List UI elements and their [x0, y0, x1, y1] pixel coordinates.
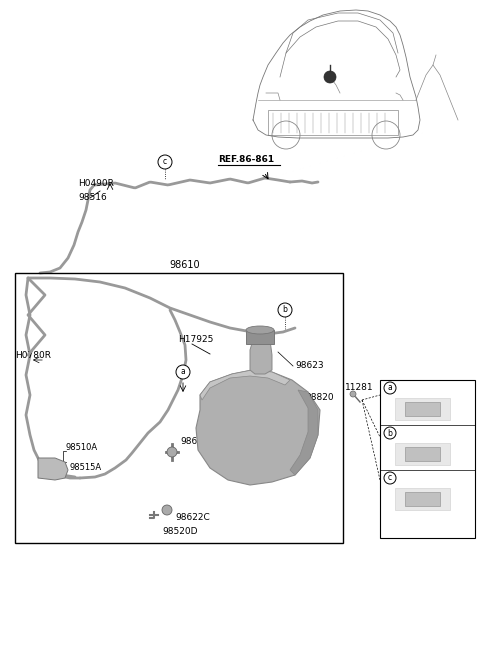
Polygon shape — [200, 370, 290, 400]
Circle shape — [176, 365, 190, 379]
Bar — [380, 380, 475, 538]
Text: H0490R: H0490R — [78, 179, 114, 187]
Text: a: a — [388, 384, 392, 392]
Circle shape — [162, 505, 172, 515]
Text: b: b — [283, 306, 288, 315]
Polygon shape — [290, 390, 318, 475]
Circle shape — [384, 427, 396, 439]
Text: 98520D: 98520D — [162, 528, 197, 537]
Bar — [405, 402, 440, 416]
Bar — [405, 447, 440, 461]
Circle shape — [350, 391, 356, 397]
Text: 98662B: 98662B — [400, 384, 438, 392]
Polygon shape — [250, 340, 272, 374]
Polygon shape — [196, 370, 320, 485]
Ellipse shape — [246, 326, 274, 334]
Bar — [15, 273, 343, 543]
Bar — [246, 330, 274, 344]
Text: 98516: 98516 — [78, 193, 107, 202]
Circle shape — [278, 303, 292, 317]
Text: c: c — [163, 158, 167, 166]
Bar — [405, 492, 440, 506]
Polygon shape — [38, 458, 68, 480]
Bar — [395, 398, 450, 420]
Circle shape — [384, 382, 396, 394]
Circle shape — [324, 71, 336, 83]
Circle shape — [158, 155, 172, 169]
Text: b: b — [387, 428, 393, 438]
Text: 98623: 98623 — [295, 361, 324, 369]
Text: 98510A: 98510A — [66, 443, 98, 453]
Text: c: c — [388, 474, 392, 482]
Text: 98661G: 98661G — [400, 474, 439, 482]
Text: 98515A: 98515A — [70, 463, 102, 472]
Bar — [268, 110, 398, 135]
Text: a: a — [180, 367, 185, 376]
Circle shape — [167, 447, 177, 457]
Text: 11281: 11281 — [345, 384, 373, 392]
Text: 98622C: 98622C — [175, 514, 210, 522]
Text: 98610: 98610 — [170, 260, 200, 270]
Circle shape — [384, 472, 396, 484]
Text: REF.86-861: REF.86-861 — [218, 155, 274, 164]
Text: H17925: H17925 — [178, 336, 214, 344]
Text: 98820: 98820 — [305, 394, 334, 403]
Bar — [395, 488, 450, 510]
Text: 98622: 98622 — [180, 438, 208, 447]
Text: H0780R: H0780R — [15, 350, 51, 359]
Bar — [395, 443, 450, 465]
Text: 81199: 81199 — [400, 428, 432, 438]
